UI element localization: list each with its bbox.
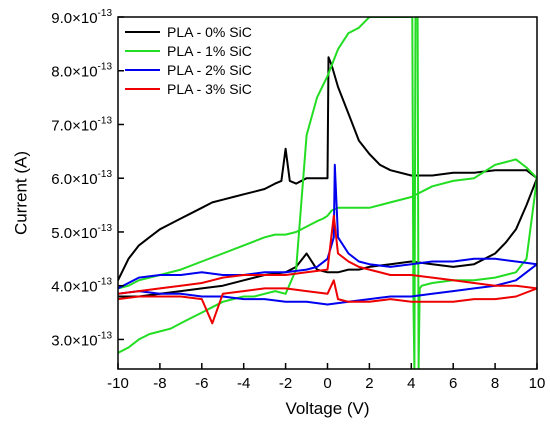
legend: PLA - 0% SiC PLA - 1% SiC PLA - 2% SiC PLA … [125,24,252,97]
legend-label-3: PLA - 3% SiC [167,81,252,97]
x-tick-label: -4 [237,375,250,392]
y-tick-label: 9.0×10-13 [51,8,112,27]
x-tick-label: -10 [107,375,129,392]
y-tick-label: 4.0×10-13 [51,277,112,296]
x-axis-title: Voltage (V) [285,399,369,418]
x-tick-label: 2 [365,375,373,392]
y-tick-label: 7.0×10-13 [51,115,112,134]
x-tick-label: -8 [153,375,166,392]
y-tick-label: 3.0×10-13 [51,330,112,349]
series-line-2 [118,163,537,306]
y-tick-label: 6.0×10-13 [51,169,112,188]
x-tick-label: 8 [491,375,499,392]
series-line-1 [118,17,537,369]
series-layer [118,17,537,369]
x-tick-label: 6 [449,375,457,392]
legend-label-0: PLA - 0% SiC [167,24,252,40]
legend-label-2: PLA - 2% SiC [167,62,252,78]
x-tick-label: 10 [529,375,546,392]
series-line-3 [118,214,537,325]
y-tick-label: 8.0×10-13 [51,62,112,81]
series-line-0 [118,56,537,298]
legend-label-1: PLA - 1% SiC [167,43,252,59]
x-tick-label: 4 [407,375,415,392]
x-tick-label: -2 [279,375,292,392]
x-tick-label: -6 [195,375,208,392]
tick-layer: -10 -8 -6 -4 -2 0 2 4 6 8 10 3.0×10-13 4.0×10-13 5.0×… [51,8,545,392]
y-axis-title: Current (A) [11,151,30,235]
y-tick-label: 5.0×10-13 [51,223,112,242]
x-tick-label: 0 [323,375,331,392]
